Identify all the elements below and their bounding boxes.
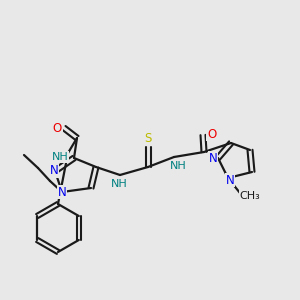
Text: N: N [50,164,58,178]
Text: N: N [208,152,217,164]
Text: NH: NH [111,179,128,189]
Text: CH₃: CH₃ [240,191,260,201]
Text: NH: NH [52,152,68,162]
Text: NH: NH [169,161,186,171]
Text: O: O [52,122,62,134]
Text: O: O [207,128,217,140]
Text: N: N [226,173,234,187]
Text: N: N [58,185,66,199]
Text: S: S [144,133,152,146]
